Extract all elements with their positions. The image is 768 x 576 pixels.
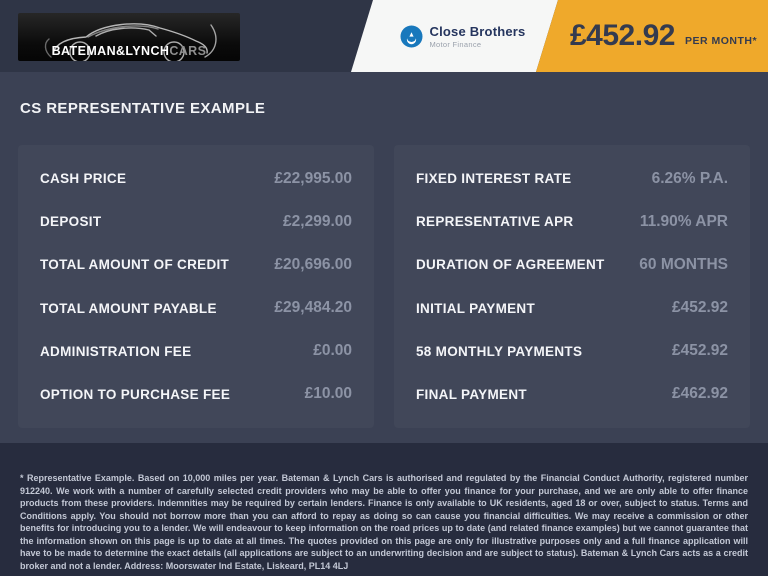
finance-row: FIXED INTEREST RATE 6.26% P.A. bbox=[416, 170, 728, 188]
monthly-price: £452.92 bbox=[570, 19, 675, 52]
dealer-logo[interactable]: BATEMAN&LYNCHCARS bbox=[18, 13, 240, 61]
finance-label: CASH PRICE bbox=[40, 171, 127, 187]
finance-label: ADMINISTRATION FEE bbox=[40, 343, 192, 359]
close-brothers-logo[interactable]: Close Brothers Motor Finance bbox=[400, 24, 532, 49]
dealer-logo-text: BATEMAN&LYNCHCARS bbox=[18, 44, 240, 58]
finance-row: DEPOSIT £2,299.00 bbox=[40, 213, 352, 231]
finance-label: TOTAL AMOUNT OF CREDIT bbox=[40, 257, 230, 273]
finance-value: £20,696.00 bbox=[274, 255, 352, 273]
close-brothers-subtitle: Motor Finance bbox=[429, 39, 482, 49]
close-brothers-icon bbox=[400, 25, 423, 48]
finance-label: REPRESENTATIVE APR bbox=[416, 214, 574, 230]
finance-row: CASH PRICE £22,995.00 bbox=[40, 170, 352, 188]
finance-value: £452.92 bbox=[671, 342, 728, 360]
finance-row: INITIAL PAYMENT £452.92 bbox=[416, 299, 728, 317]
finance-row: TOTAL AMOUNT PAYABLE £29,484.20 bbox=[40, 299, 352, 317]
disclaimer-text: * Representative Example. Based on 10,00… bbox=[20, 473, 748, 571]
finance-row: OPTION TO PURCHASE FEE £10.00 bbox=[40, 385, 352, 403]
page-title: CS REPRESENTATIVE EXAMPLE bbox=[20, 100, 266, 117]
finance-row: 58 MONTHLY PAYMENTS £452.92 bbox=[416, 342, 728, 360]
finance-label: INITIAL PAYMENT bbox=[416, 300, 536, 316]
finance-value: £10.00 bbox=[304, 385, 352, 403]
finance-value: £452.92 bbox=[671, 299, 728, 317]
finance-row: REPRESENTATIVE APR 11.90% APR bbox=[416, 213, 728, 231]
finance-label: TOTAL AMOUNT PAYABLE bbox=[40, 300, 217, 316]
finance-label: FIXED INTEREST RATE bbox=[416, 171, 572, 187]
finance-row: FINAL PAYMENT £462.92 bbox=[416, 385, 728, 403]
white-wedge: Close Brothers Motor Finance bbox=[350, 0, 558, 72]
finance-value: 60 MONTHS bbox=[639, 255, 728, 273]
finance-panel-left: CASH PRICE £22,995.00 DEPOSIT £2,299.00 … bbox=[18, 145, 374, 428]
finance-value: £0.00 bbox=[313, 342, 352, 360]
dealer-name: BATEMAN&LYNCH bbox=[51, 44, 170, 58]
finance-value: £462.92 bbox=[671, 385, 728, 403]
header-banner: Close Brothers Motor Finance £452.92 PER… bbox=[0, 0, 768, 72]
finance-value: £29,484.20 bbox=[274, 299, 352, 317]
finance-row: TOTAL AMOUNT OF CREDIT £20,696.00 bbox=[40, 256, 352, 274]
finance-value: 11.90% APR bbox=[639, 212, 728, 230]
price-period-label: PER MONTH* bbox=[684, 35, 758, 47]
close-brothers-name: Close Brothers bbox=[429, 23, 526, 39]
finance-row: ADMINISTRATION FEE £0.00 bbox=[40, 342, 352, 360]
finance-value: £22,995.00 bbox=[274, 169, 352, 187]
price-banner: £452.92 PER MONTH* bbox=[558, 0, 768, 72]
finance-value: £2,299.00 bbox=[283, 212, 352, 230]
finance-panels: CASH PRICE £22,995.00 DEPOSIT £2,299.00 … bbox=[18, 145, 750, 428]
finance-row: DURATION OF AGREEMENT 60 MONTHS bbox=[416, 256, 728, 274]
disclaimer-footer: * Representative Example. Based on 10,00… bbox=[0, 443, 768, 576]
finance-value: 6.26% P.A. bbox=[651, 169, 728, 187]
finance-label: DEPOSIT bbox=[40, 214, 102, 230]
dealer-name-suffix: CARS bbox=[169, 44, 207, 58]
finance-label: 58 MONTHLY PAYMENTS bbox=[416, 343, 583, 359]
car-icon bbox=[44, 23, 217, 61]
finance-label: FINAL PAYMENT bbox=[416, 386, 527, 402]
yellow-wedge: £452.92 PER MONTH* bbox=[535, 0, 768, 72]
finance-label: DURATION OF AGREEMENT bbox=[416, 257, 605, 273]
finance-label: OPTION TO PURCHASE FEE bbox=[40, 386, 231, 402]
finance-panel-right: FIXED INTEREST RATE 6.26% P.A. REPRESENT… bbox=[394, 145, 750, 428]
